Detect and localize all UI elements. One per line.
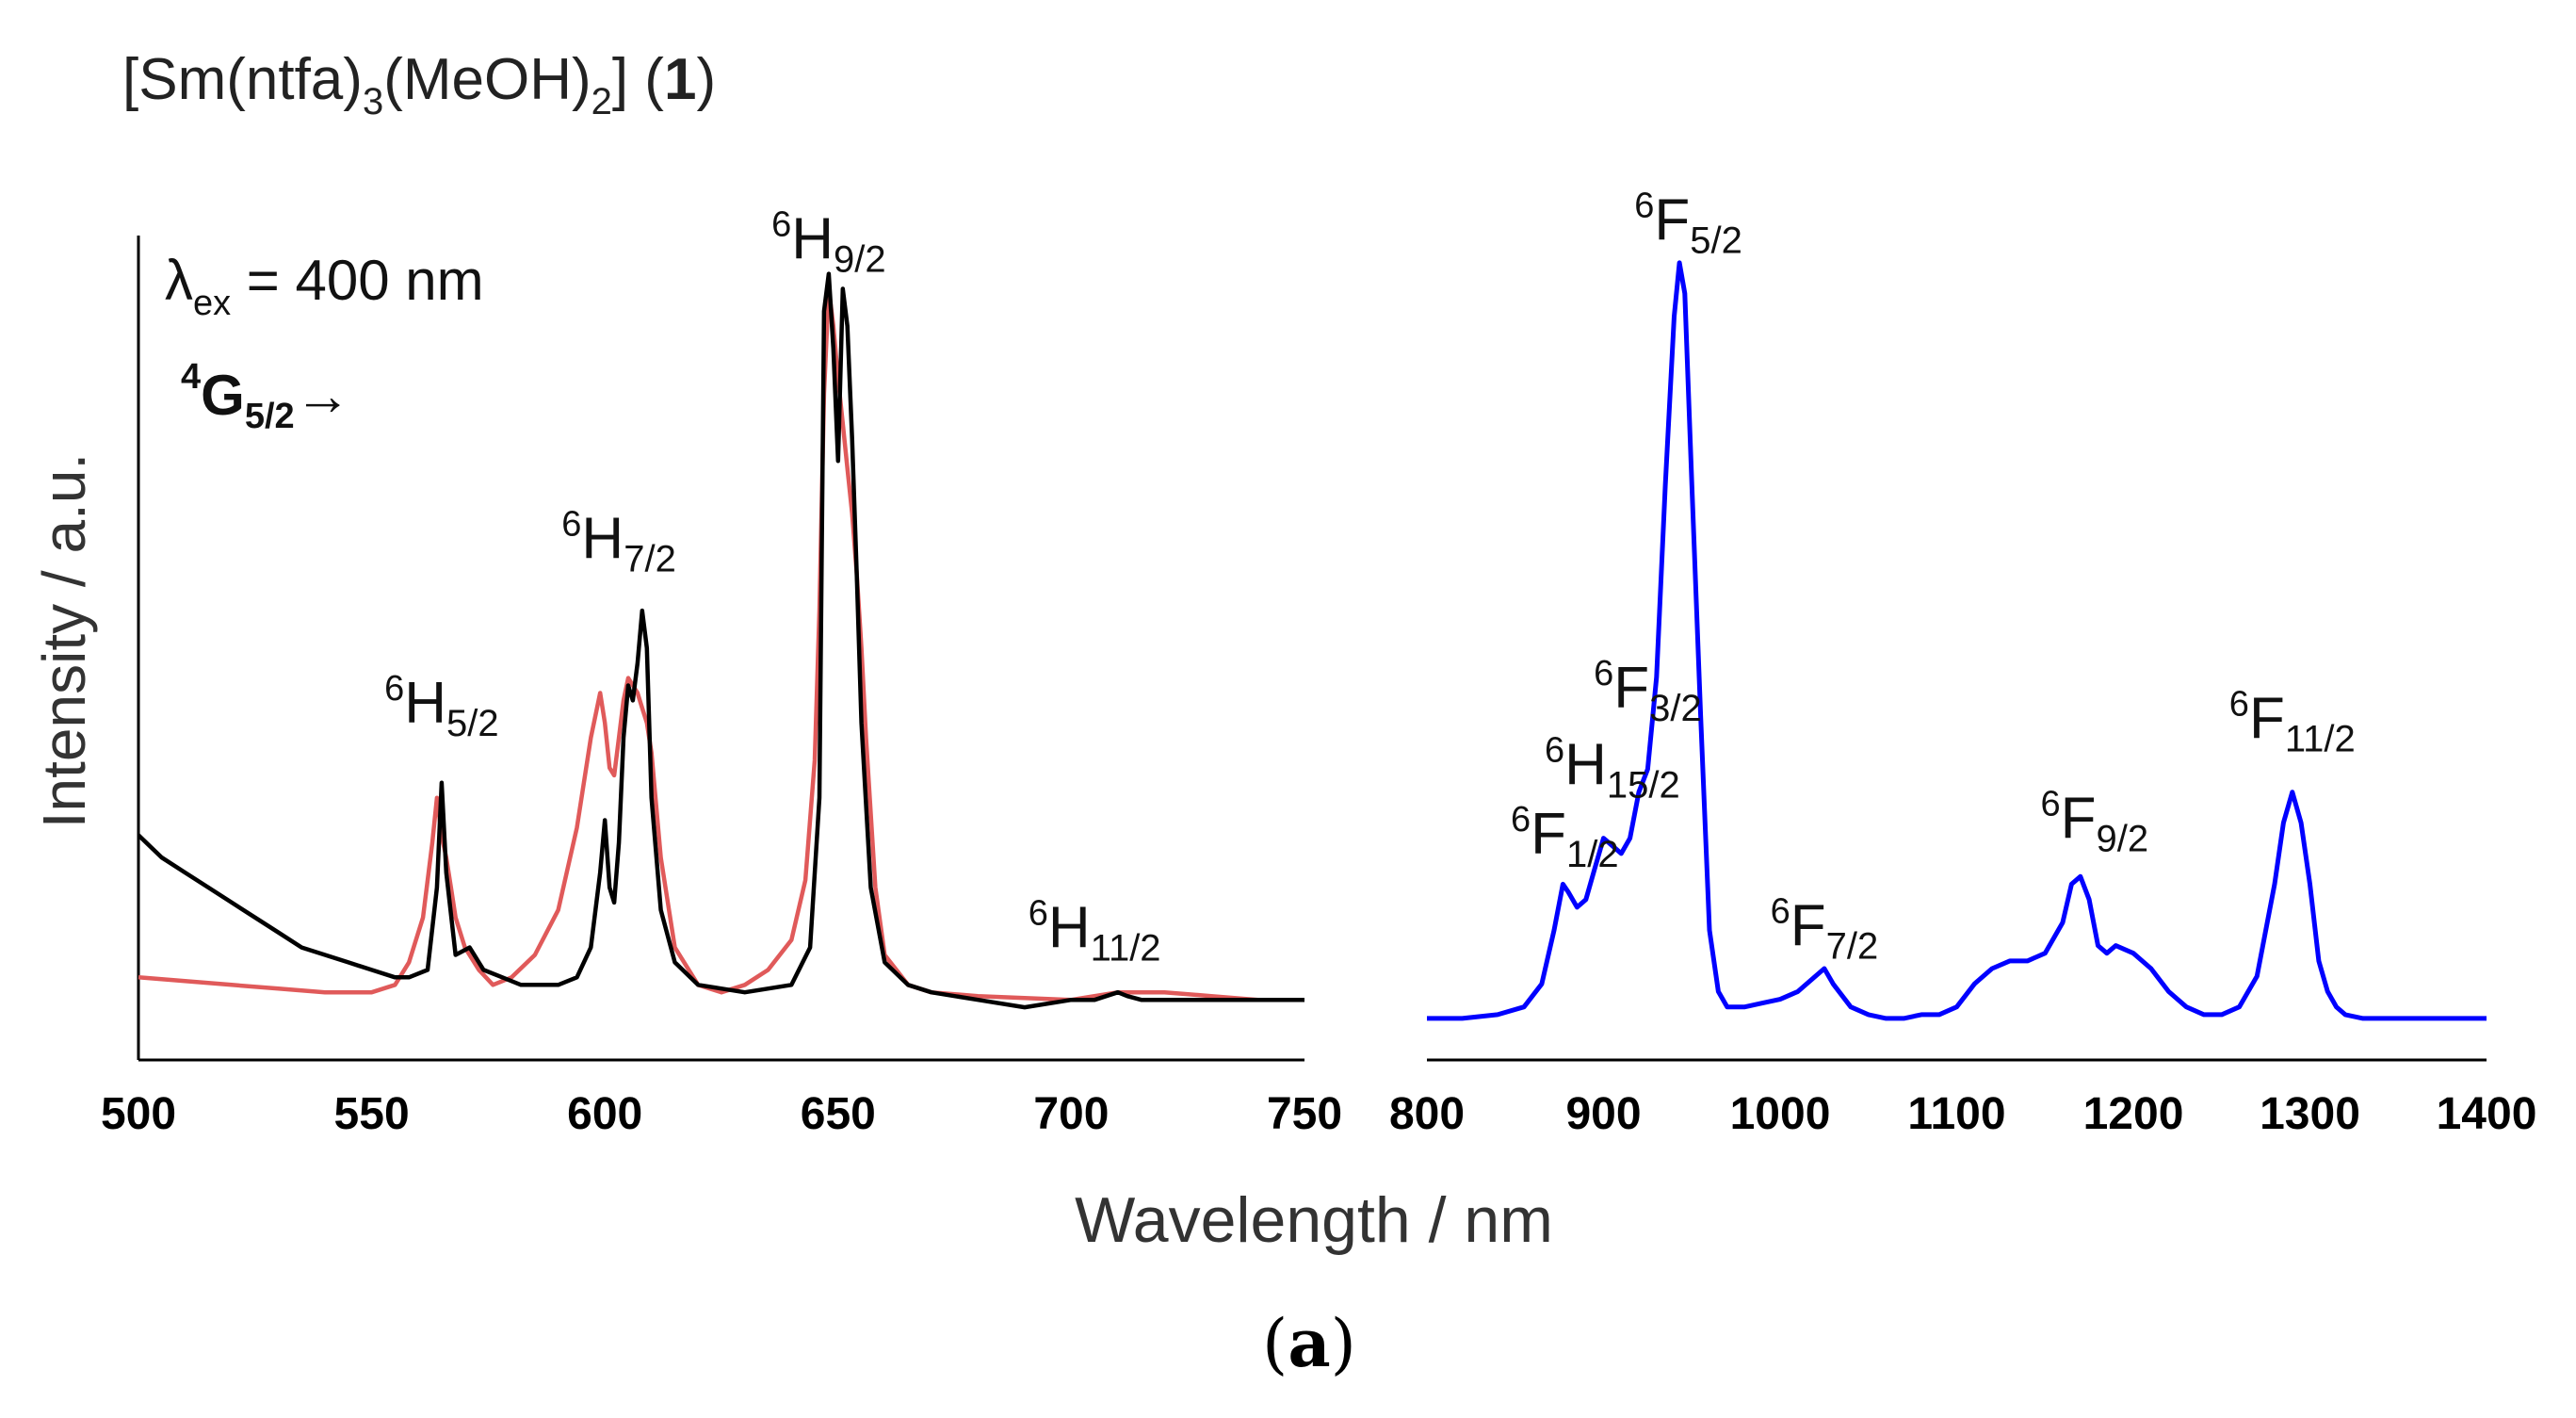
left-traces bbox=[137, 271, 1304, 1010]
compound-suffix: ] ( bbox=[612, 47, 664, 112]
left-annotations: 6H5/2 6H7/2 6H9/2 6H11/2 bbox=[384, 205, 1160, 970]
panel-label: (a) bbox=[1262, 1304, 1356, 1382]
compound-mid: (MeOH) bbox=[383, 47, 591, 112]
excitation-symbol: λ bbox=[165, 249, 193, 312]
compound-prefix: [Sm(ntfa) bbox=[122, 47, 363, 112]
excitation-value: = 400 nm bbox=[231, 249, 484, 312]
x-tick-label: 600 bbox=[567, 1089, 642, 1139]
x-tick-label: 1400 bbox=[2437, 1089, 2537, 1139]
compound-sub1: 3 bbox=[363, 81, 383, 122]
x-tick-label: 700 bbox=[1033, 1089, 1109, 1139]
transition-label: 6H7/2 bbox=[561, 504, 676, 579]
left-x-tick-labels: 500 550 600 650 700 750 bbox=[101, 1089, 1342, 1139]
x-tick-label: 750 bbox=[1267, 1089, 1342, 1139]
series-line-black bbox=[137, 271, 1304, 1010]
right-panel: 800 900 1000 1100 1200 1300 1400 6F1/26H15/26F… bbox=[1389, 186, 2536, 1139]
right-x-tick-labels: 800 900 1000 1100 1200 1300 1400 bbox=[1389, 1089, 2536, 1139]
transition-label: 6H9/2 bbox=[771, 205, 886, 281]
x-tick-label: 800 bbox=[1389, 1089, 1465, 1139]
x-tick-label: 1300 bbox=[2260, 1089, 2360, 1139]
compound-close: ) bbox=[696, 47, 716, 112]
transition-label: 6F9/2 bbox=[2040, 785, 2148, 860]
transition-label: 6F7/2 bbox=[1771, 892, 1879, 968]
panel-label-close: ) bbox=[1331, 1305, 1356, 1382]
excitation-sub: ex bbox=[193, 284, 231, 323]
origin-arrow: → bbox=[295, 364, 351, 427]
transition-label: 6H15/2 bbox=[1545, 731, 1680, 807]
excitation-label: λex = 400 nm bbox=[165, 249, 484, 323]
x-axis-label: Wavelength / nm bbox=[1075, 1184, 1553, 1256]
x-tick-label: 650 bbox=[801, 1089, 876, 1139]
x-tick-label: 900 bbox=[1565, 1089, 1641, 1139]
transition-label: 6H11/2 bbox=[1029, 894, 1161, 970]
origin-letter: G bbox=[201, 364, 245, 427]
origin-sub: 5/2 bbox=[245, 397, 295, 436]
compound-sub2: 2 bbox=[591, 81, 612, 122]
panel-label-open: ( bbox=[1262, 1305, 1288, 1382]
x-tick-label: 1200 bbox=[2083, 1089, 2184, 1139]
compound-title: [Sm(ntfa)3(MeOH)2] (1) bbox=[122, 47, 716, 122]
x-tick-label: 550 bbox=[334, 1089, 410, 1139]
transition-label: 6F3/2 bbox=[1594, 654, 1702, 729]
transition-label: 6F11/2 bbox=[2229, 685, 2356, 760]
transition-label: 6H5/2 bbox=[384, 669, 499, 744]
y-axis-label: Intensity / a.u. bbox=[30, 453, 98, 828]
transition-label: 6F1/2 bbox=[1511, 800, 1619, 875]
right-traces bbox=[1427, 260, 2487, 1021]
x-tick-label: 1100 bbox=[1907, 1089, 2005, 1139]
panel-label-letter: a bbox=[1288, 1304, 1330, 1382]
transition-label: 6F5/2 bbox=[1634, 186, 1742, 261]
x-tick-label: 500 bbox=[101, 1089, 176, 1139]
origin-state-label: 4G5/2→ bbox=[181, 357, 351, 436]
x-tick-label: 1000 bbox=[1730, 1089, 1831, 1139]
compound-number: 1 bbox=[664, 47, 696, 112]
series-line-blue bbox=[1427, 260, 2487, 1021]
left-panel: 500 550 600 650 700 750 6H5/2 6H7/2 6H9/2 6H11/2… bbox=[30, 205, 1342, 1139]
origin-sup: 4 bbox=[181, 357, 201, 397]
